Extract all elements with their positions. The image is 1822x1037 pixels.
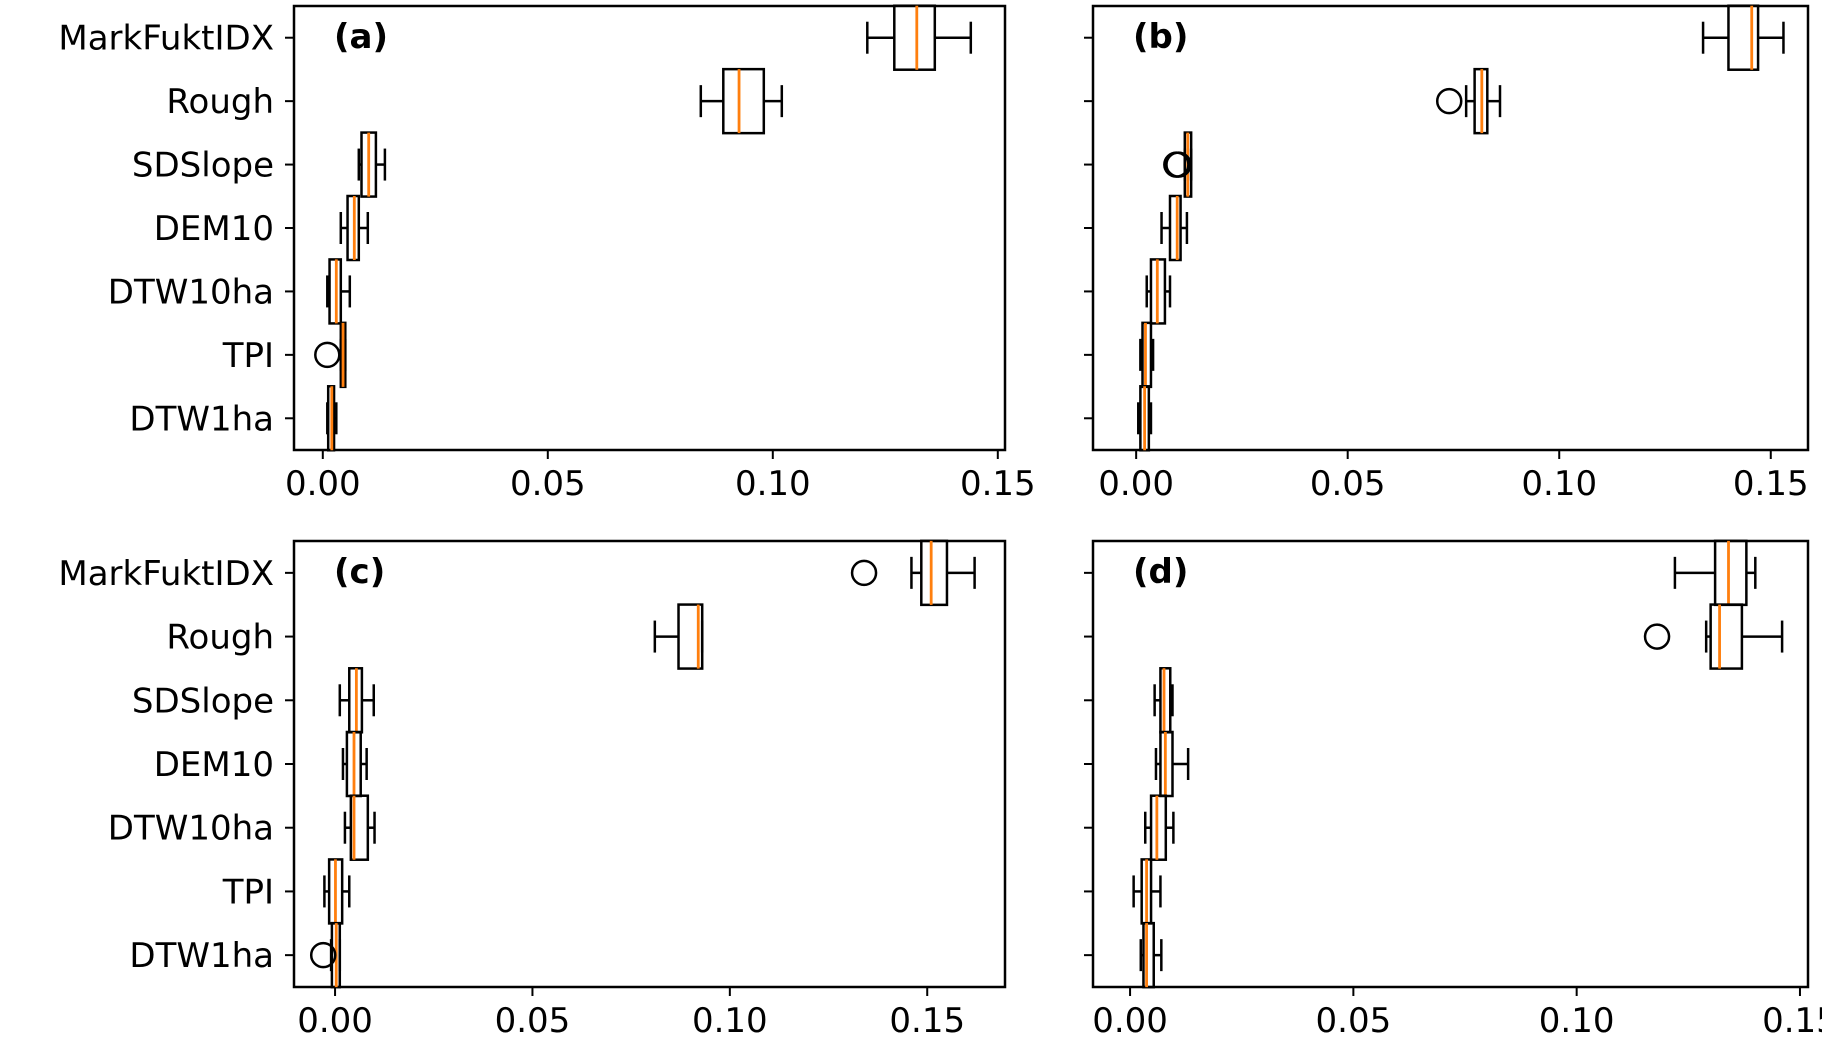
box-MarkFuktIDX [1673,539,1757,607]
box-iqr [722,67,766,135]
y-tick-label: TPI [222,872,274,912]
box-iqr [1142,921,1155,989]
box-TPI [1132,858,1162,925]
axes-frame [1091,539,1810,989]
axes-frame [1091,4,1810,452]
box-iqr [1727,4,1760,71]
y-tick-label: MarkFuktIDX [58,19,274,59]
box-DTW10ha [326,258,352,325]
box-MarkFuktIDX [866,4,973,71]
box-MarkFuktIDX [1701,4,1785,71]
x-tick-label: 0.15 [1733,464,1809,504]
box-iqr [1709,603,1744,670]
x-tick-label: 0.05 [495,1001,571,1037]
box-DTW1ha [1139,921,1163,989]
y-tick-label: Rough [166,82,274,122]
y-tick-label: SDSlope [132,681,274,721]
box-TPI [314,321,347,389]
y-tick-label: DTW1ha [129,399,274,439]
box-iqr [1149,794,1168,861]
outlier-point [314,341,341,369]
box-DTW1ha [309,921,342,989]
panel-a: 0.00 0.05 0.10 0.15 (a) MarkFuktIDX Rough SDSlo… [58,4,1036,504]
axes-frame [292,4,1007,452]
box-DTW1ha [326,385,338,452]
box-SDSlope [1153,667,1174,734]
panel-label: (a) [334,17,388,57]
box-SDSlope [357,131,387,198]
outlier-point [1643,623,1671,650]
box-Rough [653,603,704,670]
y-tick-label: DEM10 [154,209,274,249]
box-iqr [349,794,370,861]
box-Rough [699,67,784,135]
box-DTW10ha [343,794,376,861]
x-tick-label: 0.00 [297,1001,373,1037]
x-tick-label: 0.10 [735,464,811,504]
box-DTW10ha [1145,258,1172,325]
panel-label: (c) [334,552,385,592]
x-tick-label: 0.15 [889,1001,965,1037]
outlier-point [309,941,337,969]
box-DEM10 [339,194,370,262]
box-MarkFuktIDX [850,539,976,607]
box-iqr [677,603,704,670]
box-TPI [323,858,351,925]
y-tick-label: Rough [166,618,274,658]
box-DEM10 [1154,730,1190,798]
y-tick-label: DEM10 [154,745,274,785]
box-DTW1ha [1137,385,1153,452]
box-DEM10 [341,730,368,798]
box-Rough [1643,603,1784,670]
box-iqr [920,539,949,607]
y-tick-label: DTW10ha [108,272,274,312]
x-tick-label: 0.10 [1521,464,1597,504]
x-tick-label: 0.05 [1310,464,1386,504]
y-tick-label: TPI [222,336,274,376]
axes-frame [292,539,1007,989]
x-tick-label: 0.10 [1539,1001,1615,1037]
panel-label: (d) [1133,552,1188,592]
box-iqr [1713,539,1748,607]
x-tick-label: 0.05 [510,464,586,504]
x-tick-label: 0.15 [960,464,1036,504]
x-tick-label: 0.15 [1762,1001,1822,1037]
outlier-point [1435,87,1463,115]
y-tick-label: DTW10ha [108,809,274,849]
x-tick-label: 0.10 [692,1001,768,1037]
x-tick-label: 0.05 [1316,1001,1392,1037]
box-DTW10ha [1144,794,1175,861]
box-SDSlope [1163,131,1193,198]
x-tick-label: 0.00 [1098,464,1174,504]
panel-label: (b) [1133,17,1188,57]
x-tick-label: 0.00 [1092,1001,1168,1037]
box-iqr [1168,194,1182,262]
box-TPI [1139,321,1155,389]
y-tick-label: SDSlope [132,146,274,186]
outlier-point [850,559,878,587]
box-iqr [893,4,937,71]
box-SDSlope [338,667,375,734]
panel-d: 0.00 0.05 0.10 0.15 (d) [1084,539,1822,1037]
outlier-point [1165,151,1192,178]
panel-b: 0.00 0.05 0.10 0.15 (b) [1084,4,1810,504]
box-DEM10 [1160,194,1189,262]
box-Rough [1435,67,1502,135]
panel-c: 0.00 0.05 0.10 0.15 (c) MarkFuktIDX Rough SDSlo… [58,539,1007,1037]
x-tick-label: 0.00 [285,464,361,504]
y-tick-label: DTW1ha [129,936,274,976]
y-tick-label: MarkFuktIDX [58,554,274,594]
